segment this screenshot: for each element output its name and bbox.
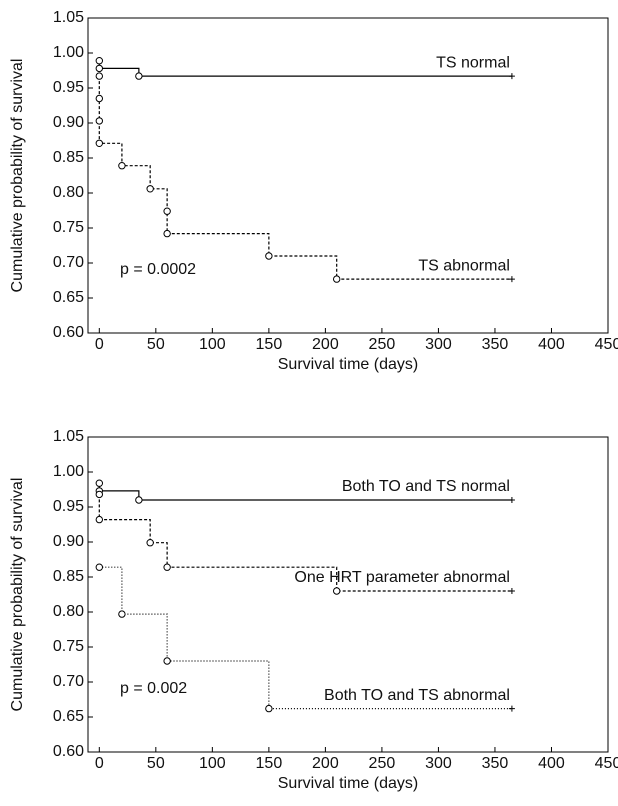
censor-marker [95,94,104,103]
y-tick-label: 0.95 [53,79,84,96]
censor-marker [95,64,104,73]
y-tick-label: 0.90 [53,114,84,131]
y-tick-label: 0.70 [53,673,84,690]
series-label: Both TO and TS normal [342,478,510,495]
x-tick-label: 200 [312,336,339,353]
x-tick-label: 300 [425,336,452,353]
y-axis-label: Cumulative probability of survival [9,478,26,712]
y-tick-label: 0.75 [53,638,84,655]
y-tick-label: 0.65 [53,708,84,725]
censor-marker [135,72,143,80]
y-tick-label: 1.00 [53,44,84,61]
censor-marker [163,657,171,665]
survival-curve [99,566,512,710]
y-tick-label: 1.05 [53,428,84,445]
survival-curve [98,494,512,592]
y-tick-label: 0.80 [53,603,84,620]
series-label: TS abnormal [418,257,510,274]
x-tick-label: 50 [147,336,165,353]
y-tick-label: 1.00 [53,463,84,480]
x-axis-label: Survival time (days) [278,356,418,373]
x-tick-label: 250 [369,755,396,772]
x-tick-label: 150 [256,336,283,353]
censor-marker [332,275,341,283]
censor-marker [163,229,171,238]
x-tick-label: 300 [425,755,452,772]
end-marker [508,588,515,594]
y-tick-label: 0.75 [53,219,84,236]
censor-marker [95,563,104,571]
chart: 0.60 0.65 0.70 0.75 0.80 0.85 0.90 0.95 1.00 1.05… [9,9,618,373]
censor-marker [95,117,104,125]
y-tick-label: 0.60 [53,324,84,341]
x-tick-label: 400 [538,336,565,353]
y-tick-label: 0.90 [53,533,84,550]
censor-marker [146,539,154,547]
x-tick-label: 450 [595,336,618,353]
p-value: p = 0.0002 [120,261,196,278]
end-marker [508,705,515,712]
x-tick-label: 0 [95,336,104,353]
censor-marker [95,72,104,80]
censor-marker [332,587,341,595]
y-tick-label: 0.80 [53,184,84,201]
series-label: One HRT parameter abnormal [294,569,510,586]
censor-marker [95,490,104,499]
y-tick-label: 0.60 [53,743,84,760]
x-tick-label: 450 [595,755,618,772]
y-tick-label: 0.70 [53,254,84,271]
y-tick-label: 0.65 [53,289,84,306]
series-label: TS normal [436,54,510,71]
censor-marker [95,57,104,65]
chart: 0.60 0.65 0.70 0.75 0.80 0.85 0.90 0.95 1.00 1.05… [9,428,618,792]
x-tick-label: 0 [95,755,104,772]
censor-marker [135,496,143,504]
plot-frame [87,436,609,753]
series-label: Both TO and TS abnormal [324,687,510,704]
x-axis-label: Survival time (days) [278,775,418,792]
censor-marker [265,252,273,260]
end-marker [508,276,515,283]
end-marker [508,73,515,80]
censor-marker [95,515,104,524]
censor-marker [163,563,171,571]
censor-marker [146,185,154,193]
x-tick-label: 100 [199,755,226,772]
x-tick-label: 400 [538,755,565,772]
x-tick-label: 350 [482,336,509,353]
x-tick-label: 150 [256,755,283,772]
censor-marker [95,479,104,487]
y-tick-label: 0.85 [53,568,84,585]
x-tick-label: 350 [482,755,509,772]
x-tick-label: 250 [369,336,396,353]
survival-curve [98,76,512,280]
censor-marker [118,610,126,618]
censor-marker [95,139,104,148]
end-marker [508,497,515,503]
x-tick-label: 200 [312,755,339,772]
y-axis-label: Cumulative probability of survival [9,59,26,293]
y-tick-label: 1.05 [53,9,84,26]
y-tick-label: 0.85 [53,149,84,166]
x-tick-label: 100 [199,336,226,353]
censor-marker [265,704,273,713]
censor-marker [163,207,171,215]
y-tick-label: 0.95 [53,498,84,515]
censor-marker [118,162,126,170]
x-tick-label: 50 [147,755,165,772]
p-value: p = 0.002 [120,680,187,697]
plot-frame [87,17,609,334]
